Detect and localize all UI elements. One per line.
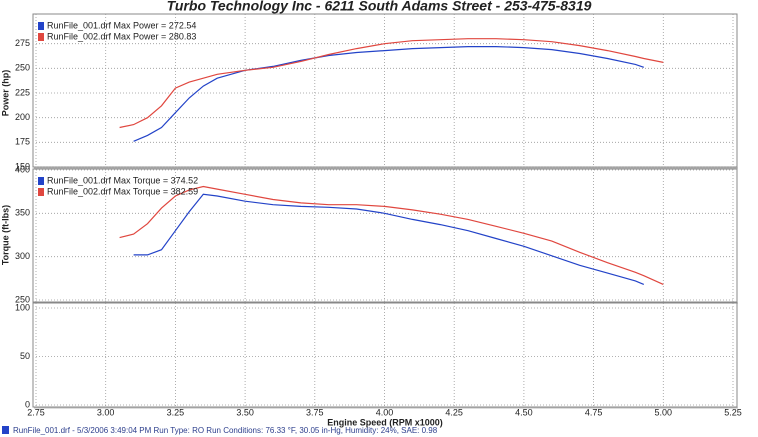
y-tick-label: 250 bbox=[15, 294, 30, 304]
y-tick-label: 275 bbox=[15, 38, 30, 48]
legend-swatch bbox=[38, 22, 44, 30]
footer-icon bbox=[2, 426, 9, 434]
legend-swatch bbox=[38, 188, 44, 196]
y-tick-label: 400 bbox=[15, 164, 30, 174]
y-axis-label: Power (hp) bbox=[0, 70, 10, 117]
panel-frame bbox=[32, 13, 738, 168]
legend-entry: RunFile_002.drf Max Torque = 382.59 bbox=[47, 186, 198, 196]
legend-swatch bbox=[38, 177, 44, 185]
footer: RunFile_001.drf - 5/3/2006 3:49:04 PM Ru… bbox=[13, 426, 438, 435]
x-tick-label: 4.75 bbox=[585, 407, 603, 417]
y-tick-label: 100 bbox=[15, 302, 30, 312]
x-tick-label: 5.25 bbox=[724, 407, 742, 417]
y-tick-label: 0 bbox=[25, 399, 30, 409]
x-tick-label: 3.75 bbox=[306, 407, 324, 417]
series-line bbox=[119, 38, 664, 129]
series-line bbox=[119, 185, 664, 285]
legend-entry: RunFile_001.drf Max Torque = 374.52 bbox=[47, 175, 198, 185]
x-tick-label: 3.50 bbox=[236, 407, 254, 417]
series-line bbox=[133, 193, 645, 285]
series-line bbox=[133, 46, 644, 142]
y-axis-label: Torque (ft-lbs) bbox=[0, 205, 10, 265]
y-tick-label: 50 bbox=[20, 351, 30, 361]
legend-entry: RunFile_002.drf Max Power = 280.83 bbox=[47, 31, 196, 41]
y-tick-label: 175 bbox=[15, 137, 30, 147]
y-tick-label: 300 bbox=[15, 251, 30, 261]
x-tick-label: 3.25 bbox=[167, 407, 185, 417]
x-tick-label: 2.75 bbox=[27, 407, 45, 417]
x-tick-label: 3.00 bbox=[97, 407, 115, 417]
panel-frame bbox=[32, 302, 738, 408]
x-tick-label: 4.00 bbox=[376, 407, 394, 417]
y-tick-label: 225 bbox=[15, 87, 30, 97]
panel-frame bbox=[32, 168, 738, 303]
x-tick-label: 5.00 bbox=[655, 407, 673, 417]
x-tick-label: 4.25 bbox=[445, 407, 463, 417]
y-tick-label: 250 bbox=[15, 63, 30, 73]
x-tick-label: 4.50 bbox=[515, 407, 533, 417]
legend-entry: RunFile_001.drf Max Power = 272.54 bbox=[47, 20, 196, 30]
legend-swatch bbox=[38, 33, 44, 41]
y-tick-label: 200 bbox=[15, 112, 30, 122]
y-tick-label: 350 bbox=[15, 208, 30, 218]
y-tick-label: 150 bbox=[15, 161, 30, 171]
page-title: Turbo Technology Inc - 6211 South Adams … bbox=[167, 0, 592, 14]
x-axis-label: Engine Speed (RPM x1000) bbox=[327, 417, 443, 427]
